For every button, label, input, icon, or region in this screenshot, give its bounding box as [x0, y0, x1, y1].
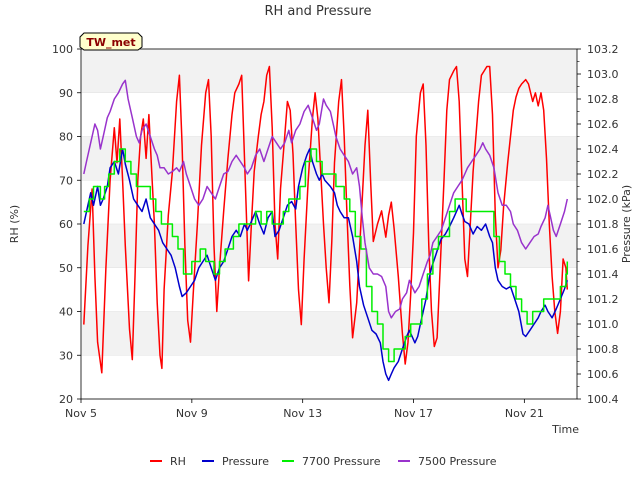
left-tick-label: 90 [59, 87, 73, 100]
chart-title: RH and Pressure [264, 4, 371, 19]
series-line-7500-pressure [83, 79, 569, 319]
legend-label-pressure: Pressure [222, 455, 269, 468]
right-tick-label: 100.4 [587, 393, 619, 406]
left-tick-label: 30 [59, 349, 73, 362]
right-tick-label: 102.0 [587, 193, 619, 206]
right-tick-label: 103.2 [587, 43, 619, 56]
x-tick-label: Nov 17 [394, 407, 433, 420]
legend-label-7500-pressure: 7500 Pressure [418, 455, 497, 468]
right-axis: 100.4 100.6 100.8 101.0 101.2 101.4 101.6 101.8… [577, 43, 619, 406]
x-axis: Nov 5 Nov 9 Nov 13 Nov 17 Nov 21 [65, 399, 544, 420]
right-tick-label: 103.0 [587, 68, 619, 81]
station-label: TW_met [86, 36, 135, 49]
left-axis: 20 30 40 50 60 70 80 90 100 [52, 43, 81, 406]
x-tick-label: Nov 5 [65, 407, 97, 420]
right-tick-label: 101.4 [587, 268, 619, 281]
grid-band [81, 49, 577, 93]
legend: RH Pressure 7700 Pressure 7500 Pressure [150, 455, 497, 468]
station-label-box: TW_met [79, 32, 143, 51]
series-line-pressure [83, 148, 569, 382]
right-tick-label: 102.2 [587, 168, 619, 181]
x-axis-label: Time [551, 423, 579, 436]
x-tick-label: Nov 9 [176, 407, 208, 420]
left-tick-label: 60 [59, 218, 73, 231]
x-tick-label: Nov 13 [283, 407, 322, 420]
right-tick-label: 101.6 [587, 243, 619, 256]
right-tick-label: 101.0 [587, 318, 619, 331]
left-tick-label: 20 [59, 393, 73, 406]
right-axis-label: Pressure (kPa) [620, 185, 633, 263]
right-tick-label: 100.8 [587, 343, 619, 356]
left-tick-label: 70 [59, 174, 73, 187]
legend-label-7700-pressure: 7700 Pressure [302, 455, 381, 468]
right-tick-label: 102.4 [587, 143, 619, 156]
legend-label-rh: RH [170, 455, 186, 468]
right-tick-label: 100.6 [587, 368, 619, 381]
series-layer [83, 65, 569, 382]
right-tick-label: 101.8 [587, 218, 619, 231]
right-tick-label: 101.2 [587, 293, 619, 306]
left-tick-label: 50 [59, 262, 73, 275]
left-tick-label: 100 [52, 43, 73, 56]
x-tick-label: Nov 21 [505, 407, 544, 420]
grid-band [81, 311, 577, 356]
left-tick-label: 80 [59, 131, 73, 144]
series-line-7700-pressure [83, 148, 569, 363]
right-tick-label: 102.8 [587, 93, 619, 106]
left-tick-label: 40 [59, 306, 73, 319]
right-tick-label: 102.6 [587, 118, 619, 131]
series-line-rh [83, 65, 569, 374]
left-axis-label: RH (%) [8, 205, 21, 243]
